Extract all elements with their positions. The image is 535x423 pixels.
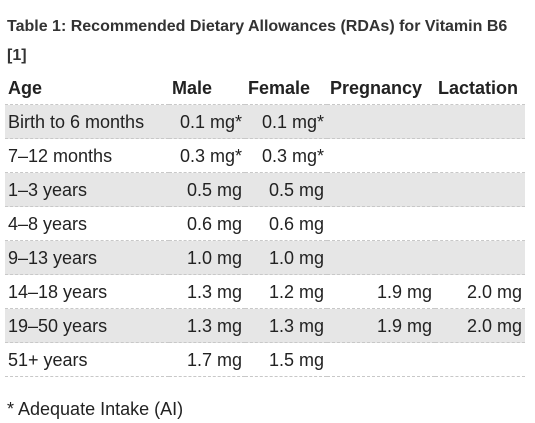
cell-female: 0.1 mg* (245, 104, 327, 139)
cell-pregnancy (327, 104, 435, 139)
header-male: Male (169, 71, 245, 105)
cell-pregnancy (327, 138, 435, 173)
caption-line-1: Table 1: Recommended Dietary Allowances … (7, 18, 508, 35)
footnote: * Adequate Intake (AI) (7, 399, 184, 419)
cell-male: 1.7 mg (169, 342, 245, 377)
cell-male: 1.3 mg (169, 274, 245, 309)
table-caption: Table 1: Recommended Dietary Allowances … (7, 12, 527, 70)
cell-male: 0.1 mg* (169, 104, 245, 139)
cell-pregnancy (327, 206, 435, 241)
cell-pregnancy: 1.9 mg (327, 274, 435, 309)
cell-lactation: 2.0 mg (435, 274, 525, 309)
cell-age: 14–18 years (5, 274, 169, 309)
header-female: Female (245, 71, 327, 105)
rda-table: Age Male Female Pregnancy Lactation Birt… (5, 71, 525, 377)
cell-lactation: 2.0 mg (435, 308, 525, 343)
cell-age: 7–12 months (5, 138, 169, 173)
table-row: 14–18 years 1.3 mg 1.2 mg 1.9 mg 2.0 mg (5, 274, 525, 309)
cell-lactation (435, 342, 525, 377)
cell-age: Birth to 6 months (5, 104, 169, 139)
cell-female: 0.3 mg* (245, 138, 327, 173)
cell-male: 0.6 mg (169, 206, 245, 241)
cell-female: 0.6 mg (245, 206, 327, 241)
header-pregnancy: Pregnancy (327, 71, 435, 105)
cell-pregnancy (327, 240, 435, 275)
cell-female: 0.5 mg (245, 172, 327, 207)
header-row: Age Male Female Pregnancy Lactation (5, 71, 525, 105)
cell-lactation (435, 138, 525, 173)
cell-female: 1.0 mg (245, 240, 327, 275)
cell-age: 4–8 years (5, 206, 169, 241)
cell-pregnancy (327, 172, 435, 207)
cell-age: 9–13 years (5, 240, 169, 275)
cell-lactation (435, 172, 525, 207)
cell-male: 0.3 mg* (169, 138, 245, 173)
table-row: 9–13 years 1.0 mg 1.0 mg (5, 240, 525, 275)
header-lactation: Lactation (435, 71, 525, 105)
cell-female: 1.3 mg (245, 308, 327, 343)
cell-male: 0.5 mg (169, 172, 245, 207)
cell-age: 51+ years (5, 342, 169, 377)
cell-age: 1–3 years (5, 172, 169, 207)
cell-female: 1.2 mg (245, 274, 327, 309)
table-row: 4–8 years 0.6 mg 0.6 mg (5, 206, 525, 241)
table-row: 19–50 years 1.3 mg 1.3 mg 1.9 mg 2.0 mg (5, 308, 525, 343)
cell-pregnancy (327, 342, 435, 377)
cell-pregnancy: 1.9 mg (327, 308, 435, 343)
cell-lactation (435, 240, 525, 275)
table-row: 1–3 years 0.5 mg 0.5 mg (5, 172, 525, 207)
cell-female: 1.5 mg (245, 342, 327, 377)
table-row: Birth to 6 months 0.1 mg* 0.1 mg* (5, 104, 525, 139)
cell-age: 19–50 years (5, 308, 169, 343)
cell-male: 1.3 mg (169, 308, 245, 343)
cell-lactation (435, 206, 525, 241)
caption-line-2: [1] (7, 47, 27, 64)
header-age: Age (5, 71, 169, 105)
cell-male: 1.0 mg (169, 240, 245, 275)
table-row: 51+ years 1.7 mg 1.5 mg (5, 342, 525, 377)
cell-lactation (435, 104, 525, 139)
table-row: 7–12 months 0.3 mg* 0.3 mg* (5, 138, 525, 173)
